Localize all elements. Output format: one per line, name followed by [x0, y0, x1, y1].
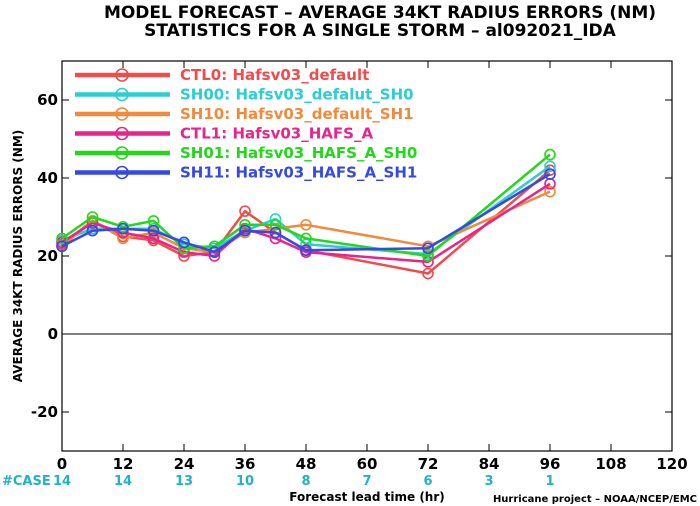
data-point: [178, 236, 190, 249]
data-point: [56, 232, 68, 245]
case-count: 14: [114, 474, 132, 489]
x-tick-label: 60: [357, 455, 378, 473]
data-point: [300, 232, 312, 245]
legend-label: SH11: Hafsv03_HAFS_A_SH1: [180, 164, 417, 182]
data-point: [422, 267, 434, 280]
data-point: [147, 232, 160, 245]
data-point: [544, 185, 556, 198]
x-tick-label: 84: [479, 455, 500, 473]
legend-label: CTL1: Hafsv03_HAFS_A: [180, 125, 373, 143]
x-tick-label: 36: [235, 455, 256, 473]
data-point: [544, 160, 556, 173]
series-line: [61, 173, 551, 254]
axis-ticks: 0 12 24 36 48 60 72 84 96 108 120 -20 0 20 40 60: [31, 61, 688, 473]
y-tick-label: 60: [37, 91, 58, 109]
data-point: [208, 246, 221, 258]
data-point: [422, 250, 434, 262]
data-point: [269, 219, 282, 231]
legend-label: SH10: Hafsv03_default_SH1: [180, 105, 414, 123]
data-point: [117, 222, 129, 235]
chart-title: MODEL FORECAST – AVERAGE 34KT RADIUS ERR…: [104, 3, 656, 23]
chart-subtitle: STATISTICS FOR A SINGLE STORM – al092021…: [144, 21, 617, 41]
x-tick-label: 0: [57, 455, 67, 473]
series-group: [56, 148, 556, 280]
legend-marker: [115, 126, 129, 141]
case-count: 1: [545, 474, 554, 489]
y-tick-label: 0: [48, 325, 58, 343]
case-count: 13: [175, 474, 193, 489]
case-header: #CASE: [2, 474, 51, 489]
data-point: [544, 168, 556, 180]
case-counts: #CASE 14 14 13 10 8 7 6 3 1: [2, 474, 555, 489]
legend-marker: [115, 87, 129, 102]
x-tick-label: 24: [174, 455, 195, 473]
legend-marker: [115, 165, 129, 180]
x-tick-label: 12: [113, 455, 134, 473]
legend-label: SH01: Hafsv03_HAFS_A_SH0: [180, 144, 417, 162]
legend-marker: [115, 146, 129, 160]
data-point: [300, 244, 312, 256]
legend-marker: [115, 68, 129, 82]
legend: CTL0: Hafsv03_default SH00: Hafsv03_defal…: [75, 66, 417, 182]
data-point: [239, 224, 251, 237]
case-count: 7: [362, 474, 371, 489]
y-tick-label: 40: [37, 169, 58, 187]
x-tick-label: 120: [656, 455, 687, 473]
x-tick-label: 72: [418, 455, 439, 473]
data-point: [86, 224, 99, 237]
data-point: [56, 240, 68, 253]
data-point: [300, 219, 312, 231]
series-line: [61, 153, 551, 258]
y-tick-label: 20: [37, 247, 58, 265]
data-point: [544, 148, 556, 161]
y-tick-label: -20: [31, 403, 58, 421]
data-point: [269, 226, 282, 239]
x-tick-label: 108: [595, 455, 626, 473]
x-axis-label: Forecast lead time (hr): [289, 490, 445, 504]
data-point: [86, 211, 99, 223]
x-tick-label: 96: [540, 455, 561, 473]
x-tick-label: 48: [296, 455, 317, 473]
case-count: 8: [301, 474, 310, 489]
credit-text: Hurricane project – NOAA/NCEP/EMC: [493, 494, 697, 505]
legend-label: CTL0: Hafsv03_default: [180, 66, 369, 84]
y-axis-label: AVERAGE 34KT RADIUS ERRORS (NM): [11, 130, 25, 382]
legend-marker: [115, 107, 129, 121]
case-count: 14: [53, 474, 71, 489]
case-count: 6: [423, 474, 432, 489]
series-line: [61, 169, 551, 275]
case-count: 3: [484, 474, 493, 489]
legend-label: SH00: Hafsv03_defalut_SH0: [180, 86, 414, 104]
data-point: [422, 242, 434, 254]
data-point: [239, 205, 251, 217]
data-point: [147, 224, 160, 237]
case-count: 10: [236, 474, 254, 489]
